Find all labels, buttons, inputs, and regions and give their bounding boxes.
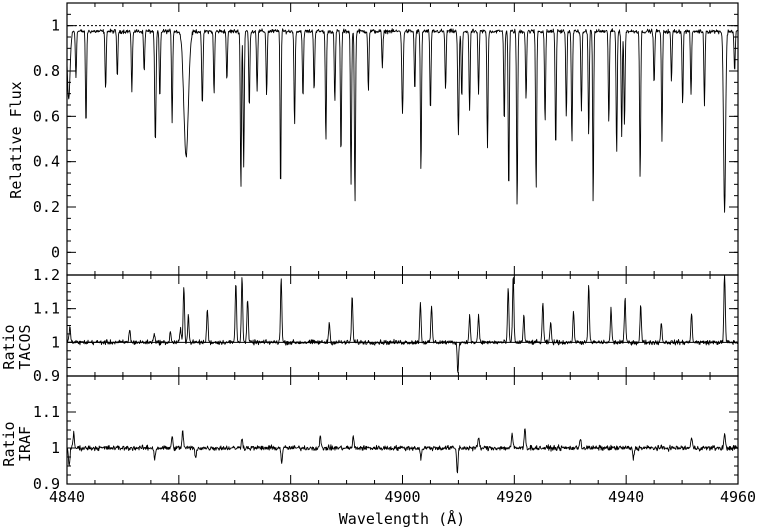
x-tick-label: 4960	[720, 488, 756, 506]
y-tick-label: 0	[51, 243, 60, 261]
y-tick-label: 1	[51, 17, 60, 35]
tick-labels: 0 0.2 0.4 0.6 0.8 1 0.9 1 1.1 1.2 0.9 1 1.1 4840 4860 4…	[33, 17, 756, 506]
iraf-axis-title: Ratio IRAF	[0, 421, 34, 466]
y-tick-label: 1	[51, 439, 60, 457]
spectrum-line-flux	[66, 28, 739, 213]
y-tick-label: 0.9	[33, 367, 60, 385]
x-tick-label: 4840	[49, 488, 85, 506]
spectra	[66, 28, 739, 474]
axis-ticks	[66, 2, 739, 485]
y-tick-label: 0.4	[33, 153, 60, 171]
y-tick-label: 0.2	[33, 198, 60, 216]
spectrum-line-ratio_tacos	[66, 274, 739, 373]
tacos-axis-title-line2: TACOS	[16, 324, 34, 369]
x-tick-label: 4860	[161, 488, 197, 506]
x-axis-title: Wavelength (Å)	[339, 509, 465, 528]
y-tick-label: 1.1	[33, 403, 60, 421]
x-tick-label: 4940	[608, 488, 644, 506]
y-tick-label: 1.1	[33, 300, 60, 318]
spectrum-line-ratio_iraf	[66, 428, 739, 474]
y-tick-label: 1.2	[33, 266, 60, 284]
x-tick-label: 4920	[496, 488, 532, 506]
reference-lines	[67, 25, 738, 343]
y-tick-label: 0.6	[33, 107, 60, 125]
y-tick-label: 0.8	[33, 62, 60, 80]
iraf-panel-frame	[66, 375, 739, 485]
flux-panel-frame	[66, 2, 739, 276]
x-tick-label: 4900	[384, 488, 420, 506]
tacos-axis-title: Ratio TACOS	[0, 324, 34, 369]
iraf-axis-title-line1: Ratio	[0, 421, 18, 466]
y-tick-label: 1	[51, 333, 60, 351]
flux-axis-title: Relative Flux	[7, 81, 25, 198]
iraf-axis-title-line2: IRAF	[16, 426, 34, 462]
tacos-axis-title-line1: Ratio	[0, 324, 18, 369]
tacos-panel-frame	[66, 274, 739, 377]
y-tick-label: 0.9	[33, 475, 60, 493]
x-tick-label: 4880	[273, 488, 309, 506]
